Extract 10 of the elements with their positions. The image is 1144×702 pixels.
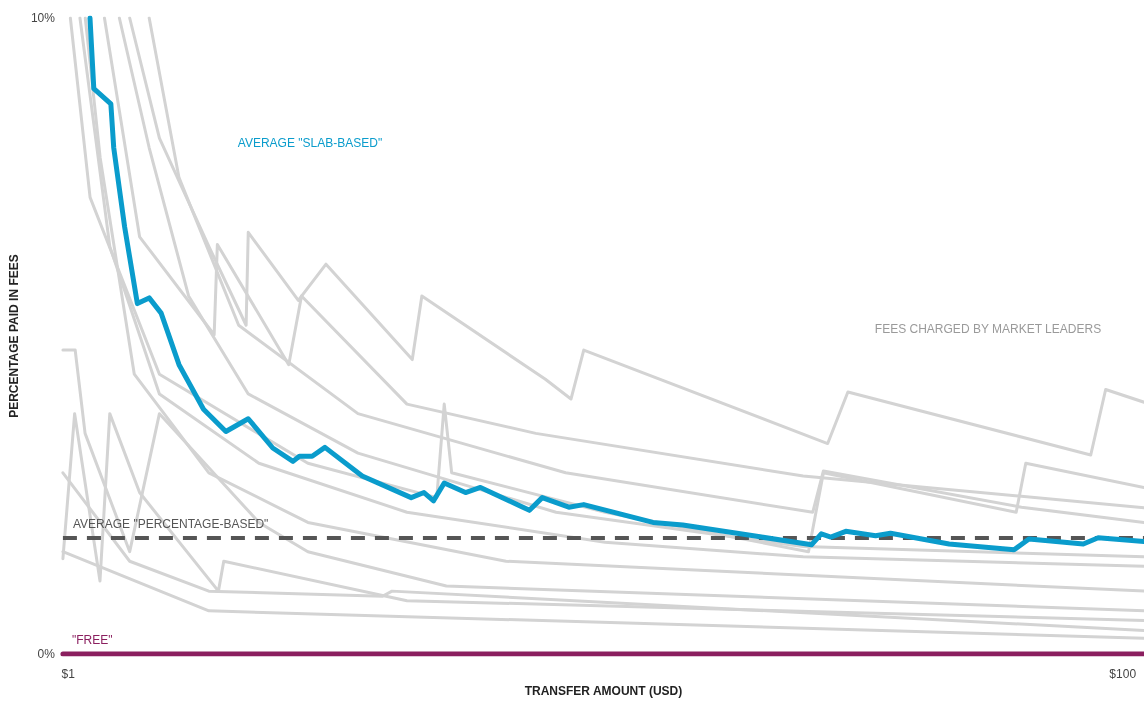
ref-line-label: AVERAGE "PERCENTAGE-BASED" (72, 516, 269, 531)
x-tick-label: $1 (61, 667, 76, 682)
x-tick-label: $100 (1109, 667, 1137, 682)
annotation: AVERAGE "SLAB-BASED" (237, 136, 383, 150)
series-label: "FREE" (71, 633, 113, 648)
x-axis-title: TRANSFER AMOUNT (USD) (524, 684, 683, 698)
y-axis-title: PERCENTAGE PAID IN FEES (7, 254, 21, 418)
y-tick-label: 10% (30, 11, 56, 25)
y-tick-label: 0% (37, 647, 56, 662)
annotation: FEES CHARGED BY MARKET LEADERS (874, 322, 1102, 336)
